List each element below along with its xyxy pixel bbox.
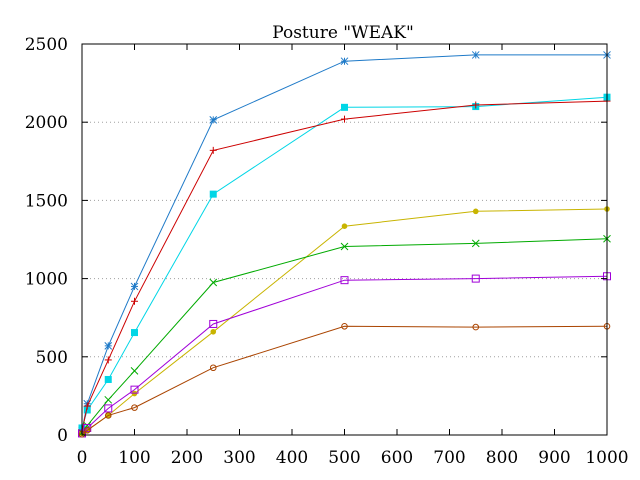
marker-stroke	[83, 421, 92, 430]
x-tick-label: 1000	[585, 448, 628, 468]
data-point	[83, 427, 91, 434]
data-point	[104, 375, 112, 383]
series-series-6	[78, 272, 611, 438]
marker-stroke	[209, 278, 218, 287]
series-series-2	[78, 93, 611, 432]
series-series-3	[78, 97, 611, 435]
data-point	[104, 341, 113, 350]
data-point	[83, 406, 91, 414]
marker-stroke	[340, 242, 349, 251]
data-point	[471, 239, 480, 248]
y-tick-label: 500	[36, 348, 68, 368]
data-point	[131, 329, 138, 337]
x-tick-label: 100	[118, 448, 150, 468]
data-point	[130, 282, 139, 291]
x-tick-label: 600	[381, 448, 413, 468]
data-point	[209, 278, 218, 287]
data-point	[210, 328, 217, 335]
series-line	[81, 96, 608, 429]
data-point	[131, 404, 138, 411]
x-tick-label: 900	[538, 448, 570, 468]
data-point	[131, 297, 138, 305]
grid-lines	[82, 121, 607, 358]
data-point	[130, 385, 139, 394]
x-tick-label: 400	[276, 448, 308, 468]
x-tick-label: 200	[171, 448, 203, 468]
data-point	[341, 323, 348, 330]
series-line	[81, 54, 607, 431]
marker-stroke	[104, 395, 113, 404]
marker-stroke	[471, 51, 480, 59]
data-point	[341, 103, 348, 111]
x-tick-label: 0	[77, 448, 88, 468]
data-point	[340, 276, 349, 285]
data-point	[341, 223, 348, 230]
data-point	[209, 146, 217, 154]
marker-stroke	[104, 341, 113, 350]
marker-stroke	[130, 367, 139, 375]
series-series-4	[79, 206, 610, 437]
data-point	[209, 364, 217, 372]
y-tick-label: 2500	[25, 35, 68, 55]
series-line	[81, 100, 608, 432]
data-point	[83, 402, 91, 410]
y-tick-label: 1000	[25, 270, 68, 290]
series-layer	[78, 51, 611, 438]
y-tick-label: 0	[57, 426, 68, 446]
axes: 0 500 1000 1500 2000 2500 0 100 200 300 400 500 600 7…	[25, 35, 629, 468]
series-line	[81, 208, 608, 434]
data-point	[104, 412, 112, 419]
y-tick-label: 1500	[25, 191, 68, 211]
series-line	[81, 275, 608, 434]
marker-stroke	[130, 282, 139, 291]
data-point	[83, 421, 92, 430]
x-tick-label: 300	[223, 448, 255, 468]
data-point	[472, 208, 479, 215]
data-point	[209, 116, 218, 124]
data-point	[472, 101, 480, 109]
series-series-5	[78, 234, 611, 437]
data-point	[340, 242, 349, 251]
marker-stroke	[340, 57, 349, 66]
data-point	[471, 51, 480, 59]
data-point	[104, 356, 112, 364]
data-point	[130, 367, 139, 375]
x-tick-label: 800	[486, 448, 518, 468]
data-point	[104, 395, 113, 404]
marker-stroke	[209, 116, 218, 124]
chart-title: Posture "WEAK"	[272, 23, 414, 43]
series-line	[81, 238, 608, 433]
data-point	[341, 115, 348, 123]
marker-stroke	[471, 239, 480, 248]
data-point	[209, 319, 218, 328]
data-point	[209, 190, 217, 198]
series-line	[81, 325, 608, 435]
data-point	[471, 274, 480, 283]
x-tick-label: 700	[433, 448, 465, 468]
data-point	[340, 57, 349, 66]
x-tick-label: 500	[328, 448, 360, 468]
series-series-1	[78, 51, 611, 435]
series-series-7	[78, 323, 611, 438]
data-point	[104, 404, 113, 413]
y-tick-label: 2000	[25, 113, 68, 133]
data-point	[472, 323, 480, 331]
